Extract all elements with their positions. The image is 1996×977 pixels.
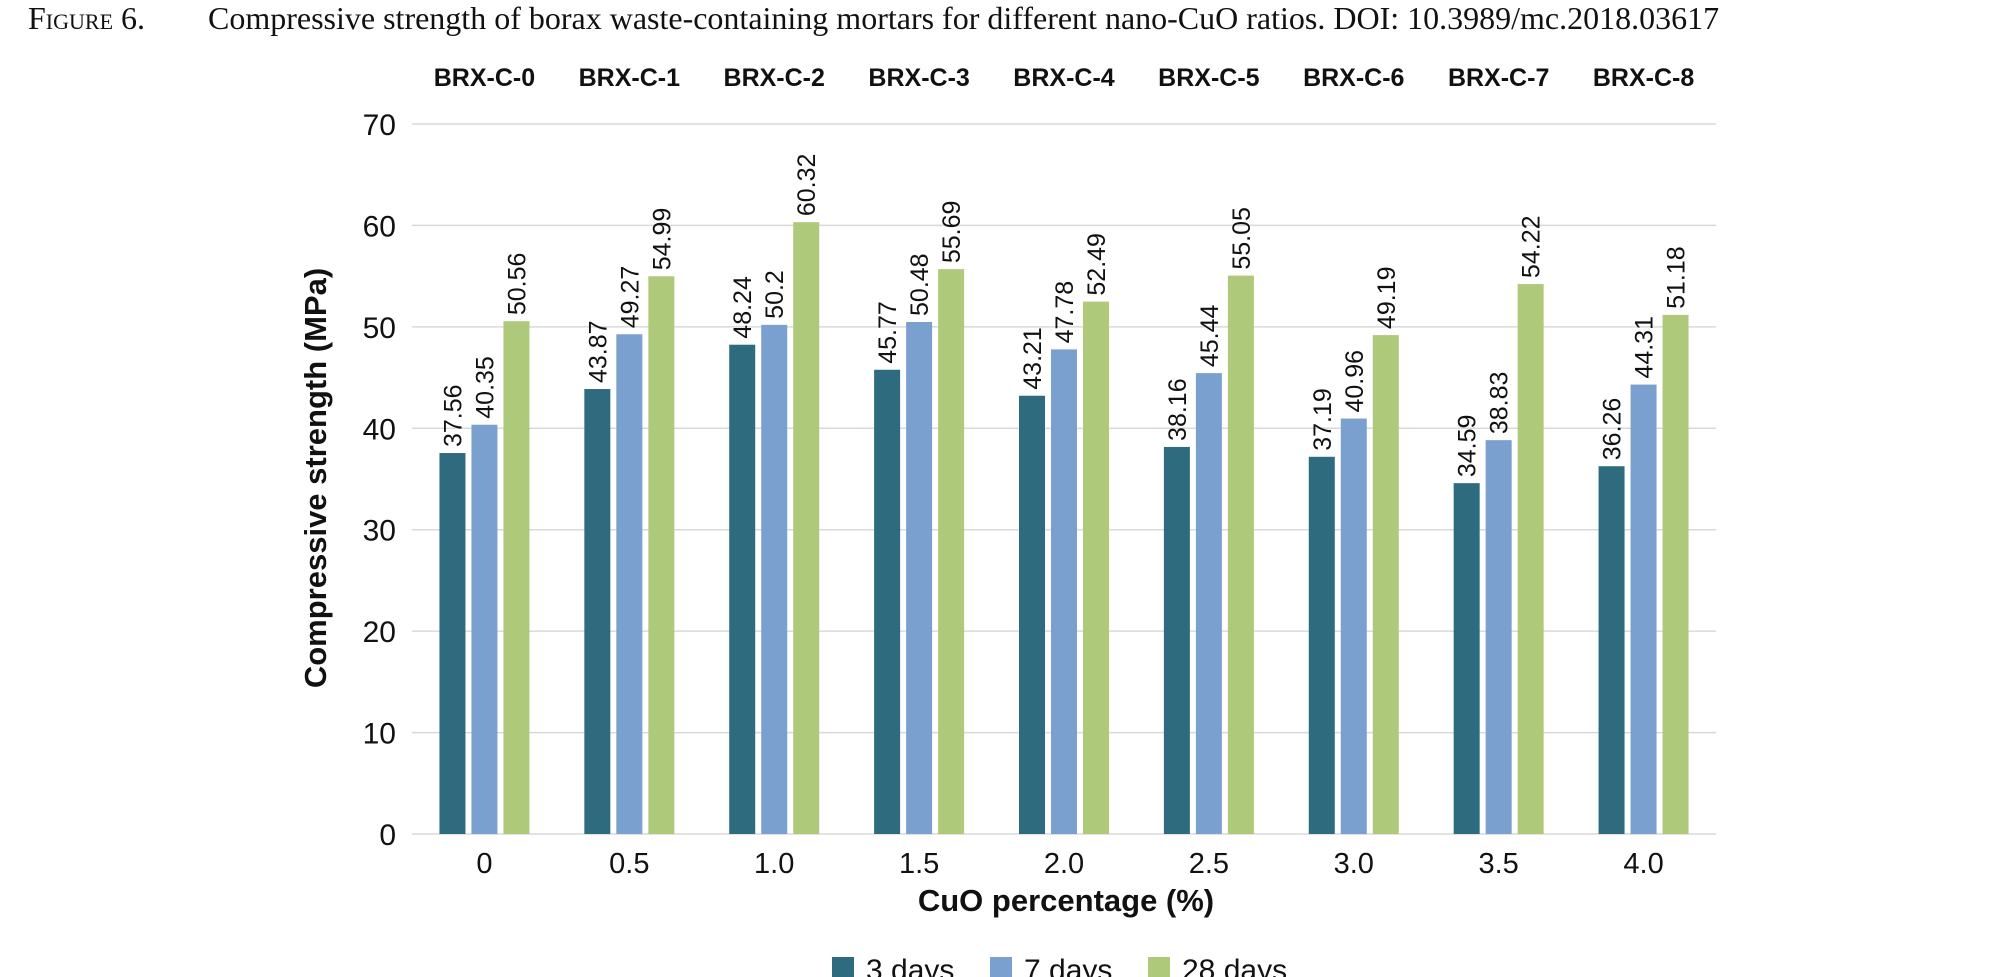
y-tick-label: 10 — [363, 718, 396, 751]
bar — [616, 334, 643, 834]
data-label: 43.21 — [1019, 327, 1047, 390]
data-label: 40.96 — [1341, 350, 1369, 413]
bar — [1485, 440, 1512, 834]
x-axis-label: CuO percentage (%) — [918, 883, 1214, 918]
figure-caption-text: Compressive strength of borax waste-cont… — [208, 0, 1720, 36]
legend: 3 days 7 days 28 days — [832, 954, 1287, 977]
data-label: 45.77 — [874, 301, 902, 364]
bar — [906, 321, 933, 834]
legend-label: 7 days — [1024, 954, 1112, 977]
x-tick-label: 2.0 — [1044, 848, 1084, 880]
data-label: 54.22 — [1518, 215, 1546, 278]
x-tick-label: 4.0 — [1623, 848, 1663, 880]
x-tick-label: 1.5 — [899, 848, 939, 880]
legend-label: 3 days — [866, 954, 954, 977]
bar — [729, 344, 756, 834]
x-tick-label: 0.5 — [609, 848, 649, 880]
figure-label: Figure 6. — [28, 0, 146, 36]
x-axis-ticks: 0 0.5 1.0 1.5 2.0 2.5 3.0 3.5 4.0 — [476, 848, 1663, 880]
x-tick-label: 3.5 — [1479, 848, 1519, 880]
x-tick-label: 1.0 — [754, 848, 794, 880]
bar — [1662, 314, 1689, 835]
data-label: 47.78 — [1051, 281, 1079, 344]
y-axis-label: Compressive strength (MPa) — [298, 268, 333, 688]
x-tick-label: 3.0 — [1334, 848, 1374, 880]
data-label: 34.59 — [1454, 415, 1482, 478]
data-label: 40.35 — [471, 356, 499, 419]
group-label: BRX-C-6 — [1303, 64, 1404, 92]
group-label: BRX-C-8 — [1593, 64, 1694, 92]
x-tick-label: 2.5 — [1189, 848, 1229, 880]
legend-label: 28 days — [1182, 954, 1287, 977]
x-tick-label: 0 — [476, 848, 492, 880]
bar — [1598, 466, 1625, 834]
data-label: 55.05 — [1228, 207, 1256, 270]
data-label: 50.2 — [761, 270, 789, 319]
bar — [503, 321, 530, 835]
data-label: 49.27 — [616, 266, 644, 329]
group-label: BRX-C-5 — [1158, 64, 1259, 92]
data-label: 55.69 — [938, 201, 966, 264]
bar — [1340, 418, 1367, 834]
y-tick-label: 40 — [363, 413, 396, 446]
bar — [584, 389, 611, 834]
group-label: BRX-C-2 — [724, 64, 825, 92]
bar — [1019, 395, 1045, 834]
data-label: 44.31 — [1631, 316, 1659, 379]
legend-swatch — [990, 957, 1012, 977]
bar — [471, 424, 498, 834]
bar — [1453, 483, 1480, 834]
data-label: 54.99 — [648, 208, 676, 271]
y-tick-label: 60 — [363, 210, 396, 243]
y-tick-label: 70 — [363, 109, 396, 142]
bar — [648, 276, 675, 835]
y-axis-ticks: 0 10 20 30 40 50 60 70 — [363, 109, 396, 852]
bar — [938, 269, 965, 834]
data-label: 43.87 — [584, 320, 612, 383]
bar — [1195, 373, 1222, 834]
bar — [793, 222, 820, 834]
y-tick-label: 20 — [363, 616, 396, 649]
group-label: BRX-C-3 — [868, 64, 969, 92]
group-label: BRX-C-4 — [1013, 64, 1114, 92]
bar — [1163, 446, 1190, 834]
bar — [874, 369, 901, 834]
figure-caption: Figure 6. Compressive strength of borax … — [0, 0, 1996, 50]
data-label: 48.24 — [729, 276, 757, 339]
bar — [761, 324, 788, 834]
bar — [1517, 284, 1544, 834]
data-label: 37.56 — [439, 384, 467, 447]
y-tick-label: 30 — [363, 515, 396, 548]
bar — [1372, 335, 1399, 834]
data-label: 51.18 — [1663, 246, 1691, 309]
group-label: BRX-C-7 — [1448, 64, 1549, 92]
data-label: 50.56 — [503, 253, 531, 316]
bar — [1083, 301, 1109, 834]
bar — [1227, 275, 1254, 834]
data-label: 52.49 — [1083, 233, 1111, 296]
data-label: 60.32 — [793, 154, 821, 217]
bar — [1308, 456, 1335, 834]
y-tick-label: 0 — [379, 819, 396, 852]
group-label: BRX-C-1 — [579, 64, 680, 92]
bar — [1051, 349, 1077, 834]
data-label: 38.83 — [1486, 372, 1514, 435]
data-label: 37.19 — [1309, 388, 1337, 451]
data-label: 49.19 — [1373, 267, 1401, 330]
data-label: 36.26 — [1599, 398, 1627, 461]
legend-swatch — [832, 957, 854, 977]
y-tick-label: 50 — [363, 312, 396, 345]
data-label: 45.44 — [1196, 304, 1224, 367]
data-label: 50.48 — [906, 253, 934, 316]
bar — [439, 453, 466, 834]
group-labels: BRX-C-0 BRX-C-1 BRX-C-2 BRX-C-3 BRX-C-4 BRX-C… — [434, 64, 1695, 92]
bar — [1630, 384, 1657, 834]
group-label: BRX-C-0 — [434, 64, 535, 92]
legend-swatch — [1148, 957, 1170, 977]
data-label: 38.16 — [1164, 378, 1192, 441]
bars — [439, 222, 1689, 835]
